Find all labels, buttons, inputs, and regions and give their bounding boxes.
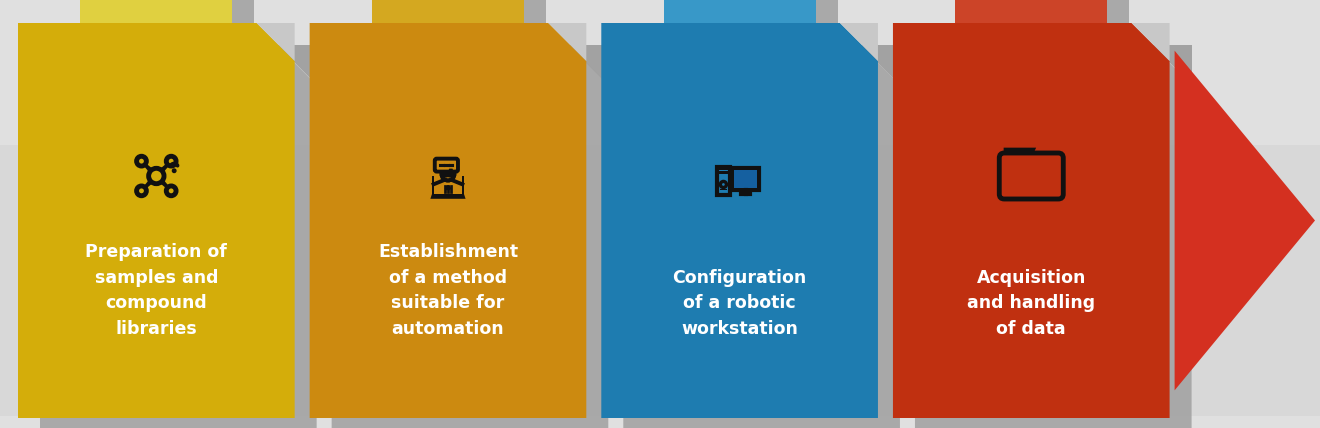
Polygon shape <box>718 167 729 170</box>
Polygon shape <box>840 23 878 61</box>
Polygon shape <box>393 0 546 45</box>
Polygon shape <box>310 23 586 418</box>
Polygon shape <box>602 23 878 418</box>
Ellipse shape <box>445 174 447 176</box>
Text: Establishment
of a method
suitable for
automation: Establishment of a method suitable for a… <box>378 243 517 338</box>
Polygon shape <box>0 145 1320 416</box>
Polygon shape <box>664 0 816 23</box>
Polygon shape <box>81 0 232 23</box>
Polygon shape <box>18 23 294 418</box>
Circle shape <box>166 156 176 166</box>
Polygon shape <box>432 176 434 194</box>
Polygon shape <box>1175 51 1315 390</box>
Polygon shape <box>141 160 153 172</box>
Circle shape <box>136 156 147 166</box>
Polygon shape <box>331 45 609 428</box>
Polygon shape <box>256 23 294 61</box>
Circle shape <box>442 168 454 181</box>
Polygon shape <box>160 160 172 172</box>
Polygon shape <box>449 169 453 173</box>
Polygon shape <box>956 0 1107 23</box>
Text: Acquisition
and handling
of data: Acquisition and handling of data <box>968 269 1096 338</box>
FancyBboxPatch shape <box>434 159 458 172</box>
Bar <box>721 188 726 190</box>
Polygon shape <box>977 0 1130 45</box>
Text: Preparation of
samples and
compound
libraries: Preparation of samples and compound libr… <box>86 243 227 338</box>
Polygon shape <box>731 168 759 190</box>
Polygon shape <box>1006 150 1032 158</box>
Polygon shape <box>892 23 1170 418</box>
Polygon shape <box>462 176 463 194</box>
Polygon shape <box>859 45 900 85</box>
FancyBboxPatch shape <box>999 153 1064 199</box>
Polygon shape <box>717 166 730 196</box>
Polygon shape <box>445 185 451 190</box>
Polygon shape <box>442 168 454 173</box>
Text: Configuration
of a robotic
workstation: Configuration of a robotic workstation <box>672 269 807 338</box>
Polygon shape <box>1151 45 1192 85</box>
Polygon shape <box>548 23 586 61</box>
Polygon shape <box>141 180 153 192</box>
Circle shape <box>721 181 726 187</box>
Polygon shape <box>430 194 466 199</box>
Ellipse shape <box>449 174 451 176</box>
Polygon shape <box>277 45 317 85</box>
Polygon shape <box>102 0 255 45</box>
Circle shape <box>136 186 147 196</box>
Polygon shape <box>734 170 758 188</box>
Polygon shape <box>623 45 900 428</box>
Polygon shape <box>40 45 317 428</box>
Circle shape <box>173 169 176 172</box>
Polygon shape <box>160 180 172 192</box>
Polygon shape <box>372 0 524 23</box>
Circle shape <box>166 186 176 196</box>
Polygon shape <box>685 0 838 45</box>
Polygon shape <box>915 45 1192 428</box>
Circle shape <box>149 168 164 184</box>
Polygon shape <box>569 45 609 85</box>
Polygon shape <box>718 171 729 174</box>
Polygon shape <box>1131 23 1170 61</box>
